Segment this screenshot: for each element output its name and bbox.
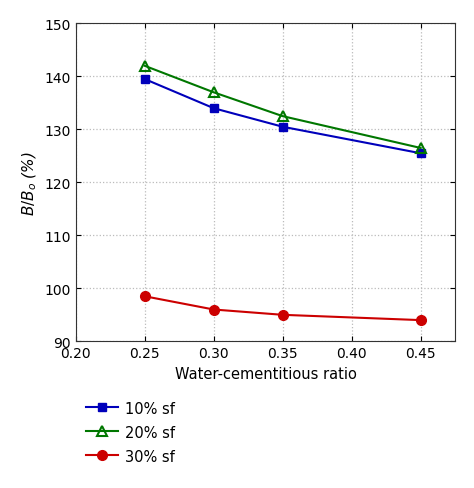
Y-axis label: $B/B_o$ (%): $B/B_o$ (%) — [20, 151, 39, 215]
Legend: 10% sf, 20% sf, 30% sf: 10% sf, 20% sf, 30% sf — [78, 394, 182, 471]
X-axis label: Water-cementitious ratio: Water-cementitious ratio — [174, 366, 356, 381]
